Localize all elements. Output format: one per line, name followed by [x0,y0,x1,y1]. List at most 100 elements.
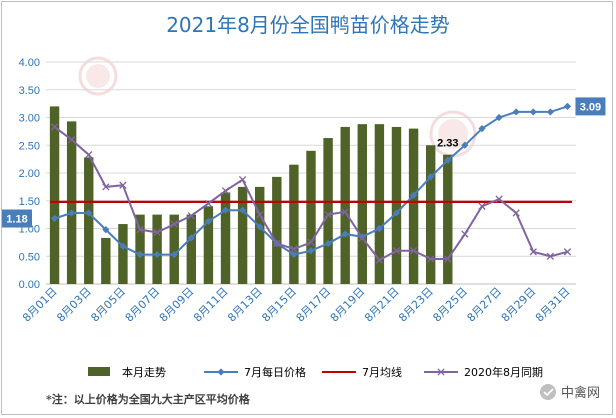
bar [425,145,436,284]
point-marker [375,224,383,233]
point-marker [187,234,195,242]
y-tick-label: 0.00 [19,279,40,291]
point-marker [324,210,332,219]
point-marker [170,220,178,228]
bar [203,206,214,284]
bar [169,214,179,284]
point-marker [529,248,537,256]
point-marker [256,210,264,219]
watermark-logo [78,56,118,96]
callout-label: 3.09 [580,101,601,113]
callout-box [575,97,606,116]
footer-note: *注：以上价格为全国九大主产区平均价格 [46,392,251,406]
y-tick-label: 0.50 [19,251,40,263]
x-tick-label: 8月29日 [499,285,539,325]
point-marker [341,208,349,216]
point-marker [478,125,486,133]
point-marker [461,230,469,238]
bar [306,150,316,284]
point-marker [427,255,435,263]
y-tick-label: 2.00 [19,168,40,180]
point-marker [512,209,520,217]
point-marker [170,250,178,259]
brand-logo: 中禽网 [540,384,600,401]
chart-title: 2021年8月份全国鸭苗价格走势 [166,13,450,37]
point-marker [307,247,315,255]
x-tick-label: 8月15日 [259,285,299,325]
point-marker [50,123,59,131]
bar [135,214,145,284]
x-tick-label: 8月13日 [225,285,265,325]
legend-label: 7月每日价格 [244,365,306,379]
point-marker [204,217,213,225]
point-marker [119,242,127,250]
point-marker [85,151,93,159]
point-marker [495,113,503,122]
bar [255,186,265,284]
callout-label: 1.18 [6,214,27,226]
bar [101,237,111,284]
point-marker [256,223,264,231]
bar [323,138,333,284]
x-tick-label: 8月09日 [157,285,197,325]
point-marker [153,228,161,237]
bar [84,157,94,284]
point-marker [239,206,247,214]
bar-series [49,106,453,285]
bar [289,164,299,284]
point-marker [204,199,213,208]
x-tick-label: 8月23日 [396,285,436,325]
point-marker [273,239,281,248]
point-marker [444,255,452,263]
y-axis: 0.000.501.001.502.002.503.003.504.00 [19,57,40,291]
x-axis: 8月01日8月03日8月05日8月07日8月09日8月11日8月13日8月15日… [20,285,573,325]
x-tick-label: 8月19日 [328,285,368,325]
point-marker [392,247,401,255]
point-marker [409,191,418,199]
bar [237,186,248,284]
bar [49,106,60,285]
point-marker [153,250,161,259]
point-marker [136,250,144,259]
bar [391,126,402,284]
point-marker [102,183,110,191]
point-marker [546,108,554,116]
x-tick-label: 8月07日 [123,285,163,325]
legend-marker [437,368,445,376]
point-marker [50,214,59,223]
bar [186,214,197,284]
point-marker [495,195,503,203]
x-tick-label: 8月05日 [88,285,128,325]
callout-box [2,209,32,228]
point-marker [102,226,110,234]
x-tick-label: 8月27日 [465,285,505,325]
point-marker [324,239,332,248]
point-marker [221,206,230,214]
point-marker [478,202,486,210]
x-tick-label: 8月03日 [54,285,94,325]
bar [357,124,367,284]
y-tick-label: 3.00 [19,113,40,125]
legend-label: 2020年8月同期 [464,365,543,379]
point-marker [444,156,452,164]
y-tick-label: 1.50 [19,196,40,208]
data-label: 2.33 [437,138,458,150]
point-marker [307,238,315,247]
legend-marker [217,368,225,376]
point-marker [427,173,435,181]
point-marker [392,209,401,217]
bar [272,176,282,284]
legend-label: 本月走势 [122,365,166,379]
annotations: 1.18 3.09 2.33 [2,97,606,228]
point-marker [563,248,572,256]
bar [443,154,453,284]
bar [220,192,231,284]
point-marker [341,230,349,238]
x-tick-label: 8月31日 [533,285,573,325]
brand-name: 中禽网 [561,385,600,401]
legend-label: 7月均线 [362,365,402,379]
bar [340,126,350,284]
x-tick-label: 8月21日 [362,285,402,325]
